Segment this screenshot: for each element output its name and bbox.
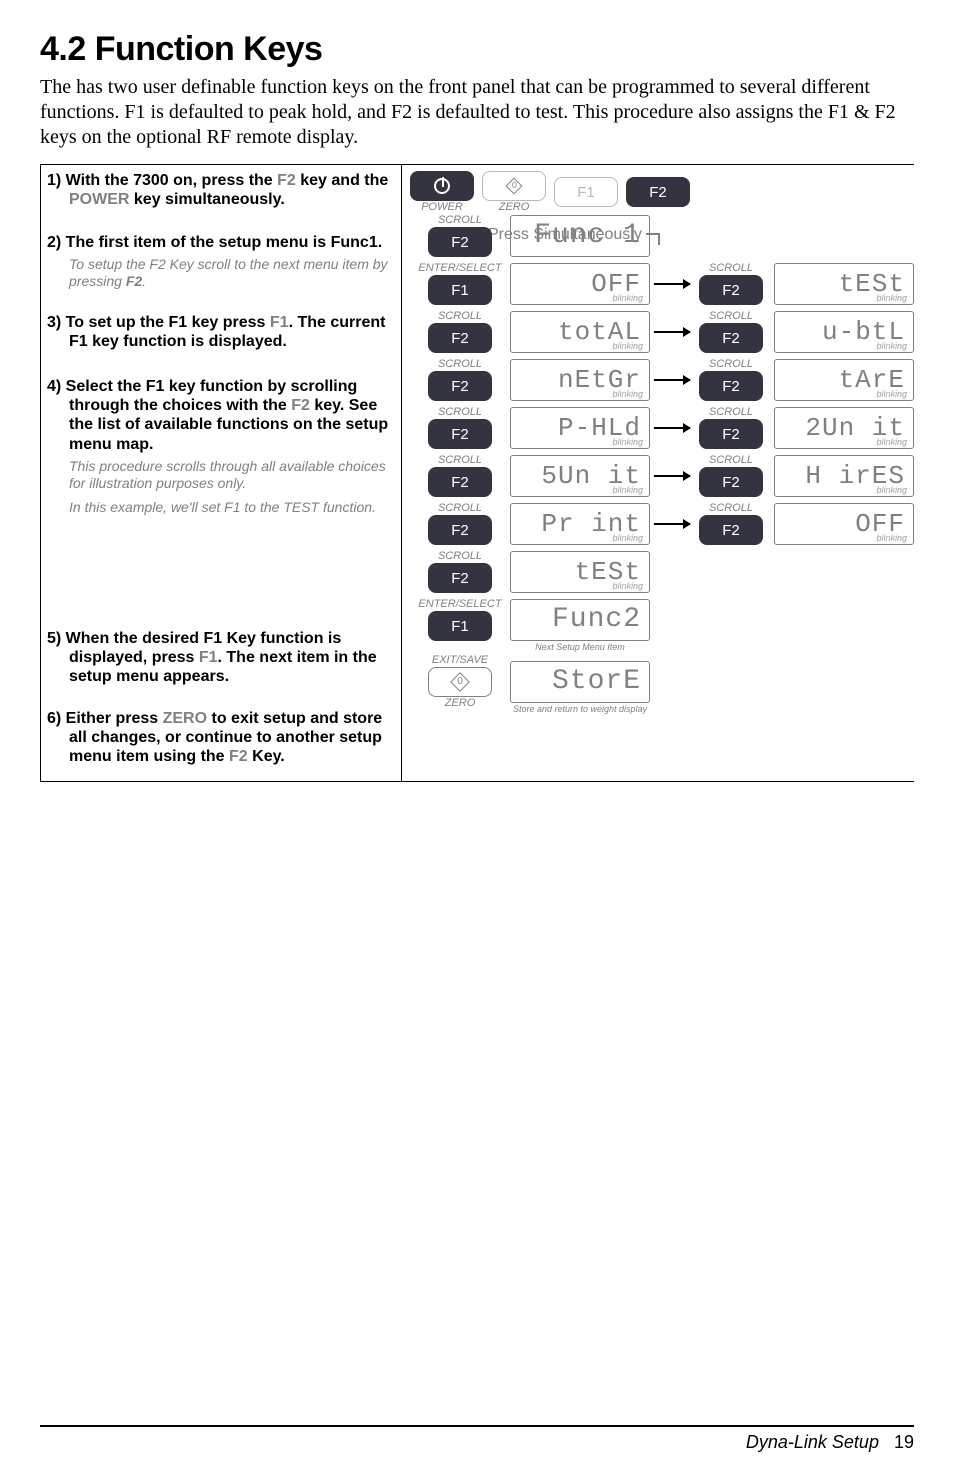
lcd-off2: OFF blinking — [774, 503, 914, 545]
arrow-icon — [654, 523, 690, 525]
zero-icon — [506, 178, 523, 195]
steps-column: 1) With the 7300 on, press the F2 key an… — [40, 165, 402, 781]
lcd-test2: tESt blinking — [510, 551, 650, 593]
scroll-label: SCROLL — [438, 551, 482, 562]
zero-icon — [450, 672, 470, 692]
enter-label: ENTER/SELECT — [418, 263, 501, 274]
f2-button[interactable]: F2 — [428, 323, 492, 353]
lcd-func2: Func2 Next Setup Menu Item — [510, 599, 650, 641]
lcd-total: totAL blinking — [510, 311, 650, 353]
f2-button[interactable]: F2 — [699, 275, 763, 305]
scroll-label: SCROLL — [438, 503, 482, 514]
scroll-label: SCROLL — [709, 311, 753, 322]
page-number: 19 — [894, 1432, 914, 1452]
f2-button[interactable]: F2 — [699, 515, 763, 545]
step-4: 4) Select the F1 key function by scrolli… — [47, 377, 393, 454]
enter-label: ENTER/SELECT — [418, 599, 501, 610]
arrow-icon — [654, 427, 690, 429]
f1-button-disabled: F1 — [554, 177, 618, 207]
zero-label: ZERO — [445, 698, 476, 709]
f2-button[interactable]: F2 — [428, 419, 492, 449]
step-2-note: To setup the F2 Key scroll to the next m… — [47, 256, 393, 290]
f1-button[interactable]: F1 — [428, 275, 492, 305]
scroll-label: SCROLL — [709, 359, 753, 370]
f2-button[interactable]: F2 — [428, 371, 492, 401]
f2-button[interactable]: F2 — [699, 371, 763, 401]
step-3: 3) To set up the F1 key press F1. The cu… — [47, 313, 393, 351]
step-4-note-1: This procedure scrolls through all avail… — [47, 458, 393, 492]
f2-button[interactable]: F2 — [699, 323, 763, 353]
section-title: 4.2 Function Keys — [40, 30, 914, 69]
zero-button[interactable] — [428, 667, 492, 697]
lcd-ubtl: u-btL blinking — [774, 311, 914, 353]
footer: Dyna-Link Setup 19 — [746, 1432, 914, 1453]
f1-button[interactable]: F1 — [428, 611, 492, 641]
scroll-label: SCROLL — [709, 455, 753, 466]
zero-label: ZERO — [499, 202, 530, 213]
step-1: 1) With the 7300 on, press the F2 key an… — [47, 171, 393, 209]
lcd-print: Pr int blinking — [510, 503, 650, 545]
scroll-label: SCROLL — [438, 407, 482, 418]
f2-button[interactable]: F2 — [428, 563, 492, 593]
f2-button[interactable]: F2 — [626, 177, 690, 207]
arrow-icon — [654, 331, 690, 333]
arrow-icon — [654, 379, 690, 381]
step-4-note-2: In this example, we'll set F1 to the TES… — [47, 499, 393, 516]
exit-label: EXIT/SAVE — [432, 655, 488, 666]
intro-paragraph: The has two user definable function keys… — [40, 75, 914, 150]
step-5: 5) When the desired F1 Key function is d… — [47, 629, 393, 687]
f2-button[interactable]: F2 — [428, 467, 492, 497]
f2-button[interactable]: F2 — [699, 467, 763, 497]
lcd-hires: H irES blinking — [774, 455, 914, 497]
power-icon — [434, 178, 450, 194]
scroll-label: SCROLL — [438, 455, 482, 466]
lcd-func1: Func 1 — [510, 215, 650, 257]
footer-rule — [40, 1425, 914, 1427]
main-content: 1) With the 7300 on, press the F2 key an… — [40, 164, 914, 782]
lcd-2unit: 2Un it blinking — [774, 407, 914, 449]
lcd-netgr: nEtGr blinking — [510, 359, 650, 401]
diagram-column: POWER ZERO F1 F2 SCROLL F2 Func 1 — [402, 165, 914, 781]
power-button[interactable] — [410, 171, 474, 201]
scroll-label: SCROLL — [438, 215, 482, 226]
lcd-store: StorE Store and return to weight display — [510, 661, 650, 703]
zero-button-disabled — [482, 171, 546, 201]
scroll-label: SCROLL — [709, 263, 753, 274]
footer-label: Dyna-Link Setup — [746, 1432, 879, 1452]
arrow-icon — [654, 283, 690, 285]
step-6: 6) Either press ZERO to exit setup and s… — [47, 709, 393, 767]
power-label: POWER — [421, 202, 463, 213]
lcd-phld: P-HLd blinking — [510, 407, 650, 449]
scroll-label: SCROLL — [438, 359, 482, 370]
lcd-5unit: 5Un it blinking — [510, 455, 650, 497]
scroll-label: SCROLL — [709, 407, 753, 418]
f2-button[interactable]: F2 — [699, 419, 763, 449]
f2-button[interactable]: F2 — [428, 515, 492, 545]
lcd-tare: tArE blinking — [774, 359, 914, 401]
scroll-label: SCROLL — [709, 503, 753, 514]
scroll-label: SCROLL — [438, 311, 482, 322]
arrow-icon — [654, 475, 690, 477]
step-2: 2) The first item of the setup menu is F… — [47, 233, 393, 252]
f2-button[interactable]: F2 — [428, 227, 492, 257]
lcd-test: tESt blinking — [774, 263, 914, 305]
lcd-off: OFF blinking — [510, 263, 650, 305]
